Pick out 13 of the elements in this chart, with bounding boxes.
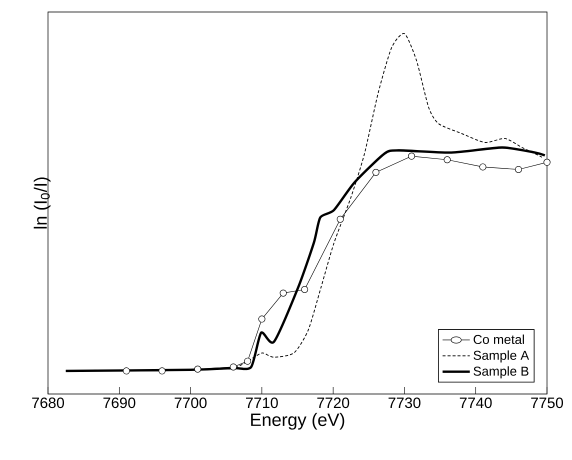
x-tick-label: 7710 [246,398,278,408]
x-tick-label: 7730 [388,398,420,408]
x-tick-label: 7720 [317,398,350,408]
legend-label: Sample B [474,366,528,378]
x-axis-title: Energy (eV) [251,412,344,430]
x-tick-label: 7740 [460,398,492,408]
x-tick-label: 7690 [103,398,136,408]
x-tick-label: 7700 [174,398,207,408]
x-tick-label: 7680 [32,398,64,408]
y-axis-title: ln (I$_{0}$/I) [34,177,50,228]
legend-label: Co metal [474,334,524,344]
legend-label: Sample A [474,350,530,362]
x-tick-label: 7750 [531,398,564,408]
